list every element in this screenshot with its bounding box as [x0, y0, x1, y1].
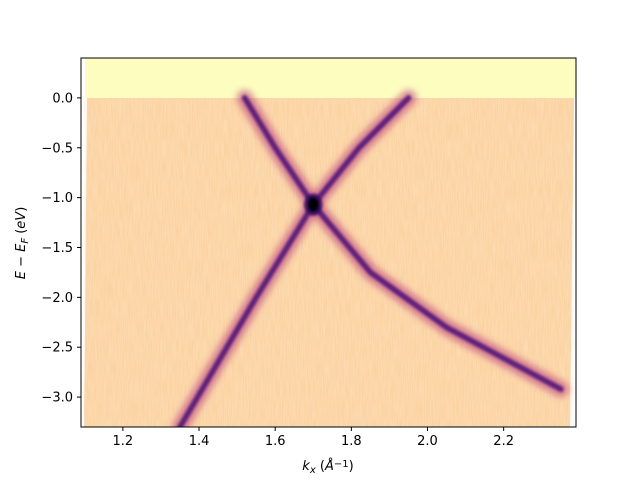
above-fermi-region	[85, 58, 576, 98]
band-2	[241, 95, 564, 392]
y-axis-ticks: 0.0 −0.5 −1.0 −1.5 −2.0 −2.5 −3.0	[41, 91, 81, 406]
y-tick-label: −2.0	[41, 291, 73, 306]
bands-layer	[172, 89, 569, 427]
x-tick-label: 1.6	[265, 434, 286, 449]
y-tick-label: −0.5	[41, 141, 73, 156]
x-axis-ticks: 1.2 1.4 1.6 1.8 2.0 2.2	[113, 427, 514, 449]
y-tick-label: −3.0	[41, 391, 73, 406]
axes-frame	[80, 57, 577, 428]
y-tick-label: −1.0	[41, 191, 73, 206]
x-tick-label: 1.8	[341, 434, 362, 449]
y-tick-label: −2.5	[41, 341, 73, 356]
y-tick-label: 0.0	[52, 91, 73, 106]
x-tick-label: 1.4	[189, 434, 210, 449]
spectrum-grain	[84, 97, 574, 427]
y-tick-label: −1.5	[41, 241, 73, 256]
y-axis-label: E − EF (eV)	[14, 207, 31, 280]
x-tick-label: 1.2	[113, 434, 134, 449]
x-tick-label: 2.2	[493, 434, 514, 449]
x-axis-label: kx (Å−1)	[302, 458, 353, 476]
plot-area	[81, 58, 576, 427]
crossing-point	[308, 197, 319, 212]
x-tick-label: 2.0	[417, 434, 438, 449]
